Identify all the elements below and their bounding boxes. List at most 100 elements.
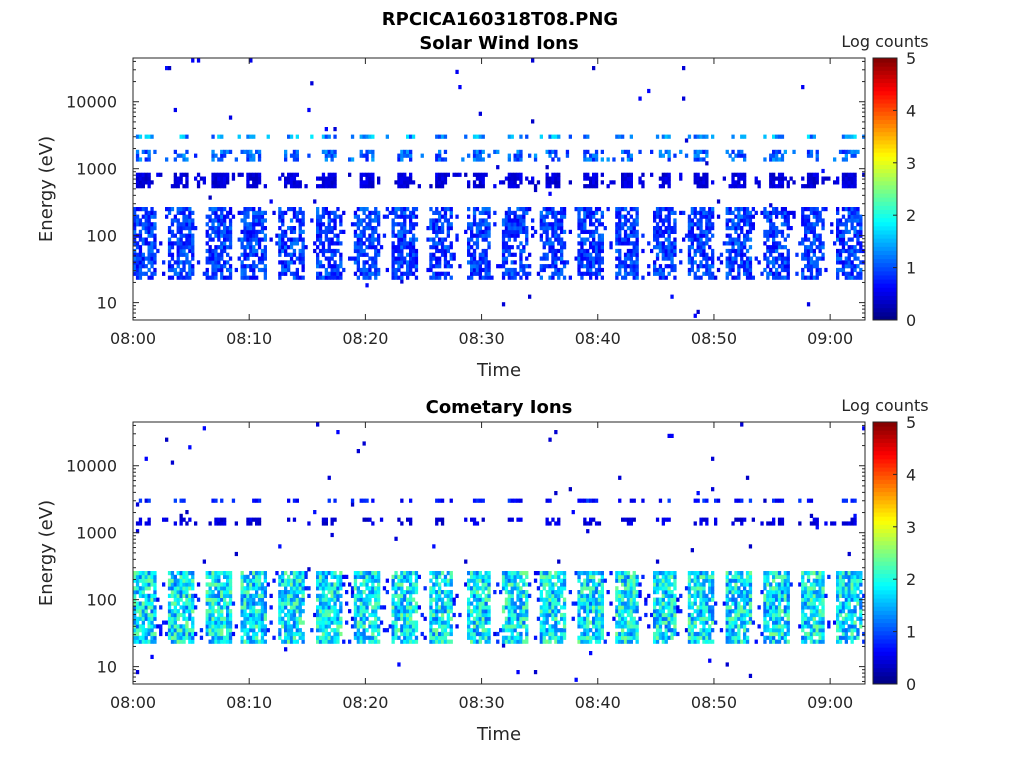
heatmap-cell [670, 260, 674, 265]
heatmap-cell [298, 256, 302, 261]
heatmap-cell [679, 248, 683, 254]
heatmap-cell [539, 222, 543, 227]
heatmap-cell [853, 229, 857, 234]
heatmap-cell [827, 176, 831, 181]
heatmap-cell [330, 149, 334, 154]
heatmap-cell [554, 260, 558, 265]
heatmap-cell [838, 248, 843, 254]
heatmap-cell [365, 593, 369, 598]
heatmap-cell [371, 590, 375, 595]
heatmap-cell [438, 590, 442, 595]
heatmap-cell [211, 134, 215, 139]
heatmap-cell [214, 593, 218, 598]
heatmap-cell [435, 172, 439, 177]
heatmap-cell [400, 207, 404, 212]
colorbar-segment [873, 250, 897, 255]
heatmap-cell [475, 593, 480, 598]
heatmap-cell [147, 571, 151, 576]
heatmap-cell [406, 620, 410, 625]
heatmap-cell [551, 226, 555, 231]
heatmap-cell [470, 578, 474, 583]
heatmap-cell [748, 271, 753, 276]
heatmap-cell [260, 628, 265, 633]
heatmap-cell [362, 631, 366, 637]
heatmap-cell [722, 241, 726, 246]
heatmap-cell [725, 260, 729, 265]
heatmap-cell [353, 601, 358, 606]
heatmap-cell [263, 571, 267, 576]
heatmap-cell [147, 245, 151, 250]
heatmap-cell [435, 226, 439, 231]
heatmap-cell [548, 210, 552, 215]
heatmap-cell [147, 578, 151, 583]
heatmap-cell [510, 184, 514, 189]
heatmap-cell [853, 172, 857, 177]
heatmap-cell [289, 612, 294, 618]
heatmap-cell [144, 229, 148, 234]
heatmap-cell [438, 256, 442, 261]
heatmap-cell [240, 605, 244, 610]
heatmap-cell [205, 616, 209, 621]
heatmap-cell [487, 226, 491, 231]
heatmap-cell [667, 233, 671, 238]
heatmap-cell [414, 267, 419, 273]
heatmap-cell [371, 153, 375, 158]
heatmap-cell [522, 210, 526, 215]
heatmap-cell [287, 245, 291, 250]
heatmap-cell [365, 582, 369, 587]
heatmap-cell [690, 241, 694, 246]
heatmap-cell [255, 586, 259, 591]
heatmap-cell [365, 153, 369, 158]
heatmap-cell [780, 229, 785, 234]
heatmap-cell [327, 210, 331, 215]
heatmap-cell [411, 233, 416, 238]
heatmap-cell [507, 267, 511, 273]
heatmap-cell [240, 571, 244, 576]
colorbar-segment [873, 246, 897, 251]
heatmap-cell [592, 176, 596, 181]
heatmap-cell [650, 172, 654, 177]
heatmap-cell [673, 248, 677, 254]
heatmap-cell [504, 218, 509, 223]
heatmap-cell [847, 134, 851, 139]
heatmap-cell [580, 222, 584, 227]
heatmap-cell [481, 578, 485, 583]
heatmap-cell [246, 245, 250, 250]
heatmap-cell [153, 267, 157, 273]
heatmap-cell [356, 256, 360, 261]
heatmap-cell [699, 222, 703, 227]
heatmap-cell [167, 264, 172, 269]
heatmap-cell [310, 218, 314, 223]
heatmap-cell [435, 616, 439, 621]
colorbar-tick-label: 2 [906, 206, 916, 225]
heatmap-cell [487, 609, 491, 614]
heatmap-cell [394, 586, 398, 591]
heatmap-cell [287, 207, 291, 212]
heatmap-cell [411, 180, 416, 185]
heatmap-cell [327, 229, 331, 234]
heatmap-cell [821, 222, 825, 227]
heatmap-cell [316, 578, 320, 583]
heatmap-cell [391, 593, 395, 598]
heatmap-cell [150, 609, 154, 614]
heatmap-cell [435, 582, 439, 587]
heatmap-cell [185, 616, 189, 621]
heatmap-cell [615, 214, 619, 219]
heatmap-cell [400, 616, 404, 621]
heatmap-cell [597, 241, 602, 246]
heatmap-cell [475, 237, 480, 242]
heatmap-cell [223, 172, 227, 177]
heatmap-cell [658, 207, 663, 212]
heatmap-cell [507, 271, 511, 276]
heatmap-cell [838, 229, 843, 234]
heatmap-cell [371, 245, 375, 250]
heatmap-cell [516, 172, 520, 177]
heatmap-cell [841, 237, 846, 242]
heatmap-cell [330, 237, 334, 242]
heatmap-cell [504, 222, 509, 227]
heatmap-cell [377, 180, 381, 185]
heatmap-cell [359, 635, 363, 640]
heatmap-cell [292, 176, 297, 181]
heatmap-cell [144, 631, 148, 637]
heatmap-cell [411, 222, 416, 227]
